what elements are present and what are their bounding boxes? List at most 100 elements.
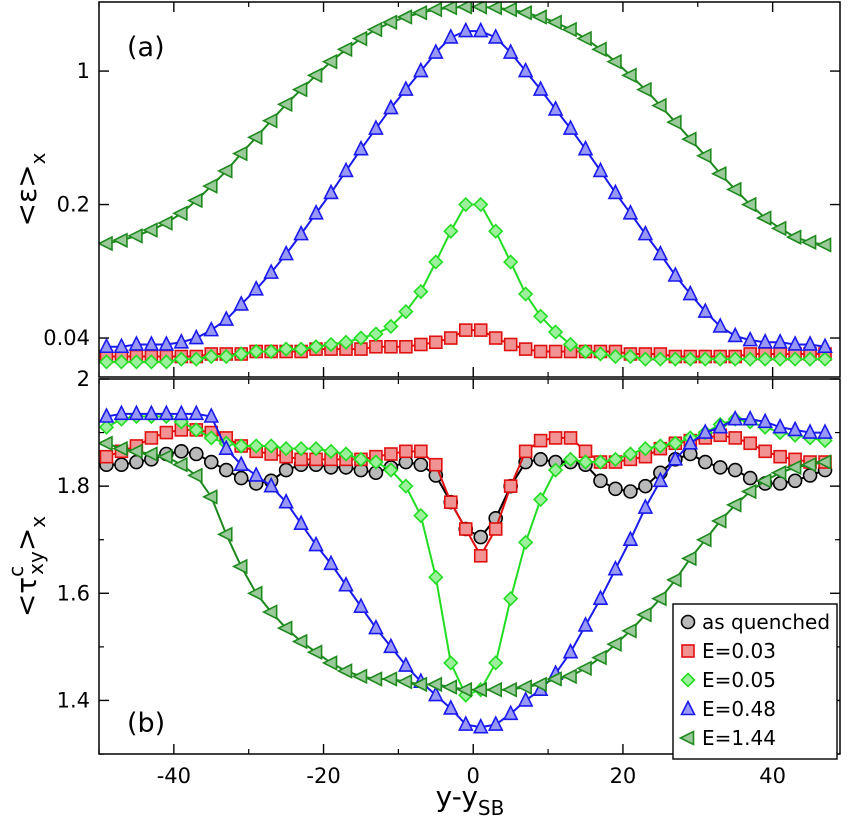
data-point [338, 334, 354, 350]
data-point [772, 417, 788, 434]
data-point [606, 53, 622, 70]
data-point [203, 320, 220, 337]
data-point [308, 535, 324, 552]
data-point [712, 460, 728, 475]
data-point [487, 715, 504, 731]
data-point [577, 139, 594, 156]
data-point [591, 649, 607, 666]
data-point [443, 495, 458, 510]
data-point [473, 323, 488, 337]
panel-a-series-group [99, 2, 833, 370]
data-point [561, 21, 577, 38]
data-point [383, 462, 399, 478]
data-point [637, 498, 654, 514]
data-point [531, 676, 547, 693]
y-tick-label: 1 [77, 59, 90, 83]
data-point [158, 335, 175, 351]
data-point [755, 210, 772, 226]
data-point [697, 454, 713, 470]
legend-marker [680, 614, 696, 630]
data-point [411, 676, 428, 693]
x-axis-label-sub: SB [478, 796, 504, 820]
data-point [383, 98, 399, 115]
legend-box [672, 603, 838, 760]
data-point [441, 679, 458, 695]
panel-b-series-group [99, 404, 833, 734]
data-point [248, 279, 264, 296]
data-point [607, 348, 624, 365]
data-point [666, 114, 682, 130]
y-tick-label: 1.6 [57, 581, 90, 605]
data-point [143, 354, 160, 370]
data-point [667, 450, 684, 466]
data-point [396, 9, 413, 25]
data-point [398, 303, 414, 320]
data-point [127, 228, 143, 244]
data-point [246, 129, 263, 146]
data-point [516, 679, 532, 695]
data-point [368, 454, 384, 470]
data-point [369, 339, 383, 354]
data-point [787, 420, 803, 437]
data-point [233, 438, 249, 454]
data-point [593, 473, 608, 489]
data-point [710, 165, 727, 182]
data-point [636, 81, 652, 98]
data-point [503, 591, 519, 607]
data-point [621, 67, 637, 84]
data-point [532, 308, 549, 324]
data-point [428, 43, 444, 59]
data-point [218, 462, 234, 478]
data-point [308, 339, 324, 355]
data-point [112, 440, 128, 457]
data-point [291, 81, 308, 98]
data-point [518, 534, 534, 551]
data-point [712, 417, 729, 434]
data-point [293, 341, 309, 357]
data-point [293, 514, 309, 530]
data-point [216, 526, 233, 543]
data-point [516, 4, 532, 21]
data-point [561, 668, 577, 685]
data-point [802, 423, 818, 439]
panel-a-label: (a) [127, 32, 165, 63]
data-point [547, 324, 564, 340]
data-point [218, 439, 235, 455]
data-point [697, 351, 713, 367]
data-point [246, 585, 263, 602]
data-point [351, 30, 368, 47]
data-point [114, 457, 129, 473]
legend-label: E=0.05 [702, 668, 776, 692]
data-point [323, 443, 339, 459]
legend-marker [680, 672, 696, 688]
data-point [697, 423, 714, 439]
data-point [562, 642, 579, 659]
data-point [233, 470, 249, 486]
data-point [396, 673, 413, 690]
series-e-0-48 [99, 404, 833, 734]
data-point [518, 286, 534, 302]
data-point [172, 205, 188, 222]
data-point [263, 476, 279, 493]
data-point [218, 348, 234, 365]
data-point [636, 606, 652, 623]
panel-a-y-axis-label-main: <ε> [10, 164, 43, 226]
data-point [113, 404, 130, 421]
data-point [99, 235, 113, 252]
data-point [503, 479, 518, 493]
data-point [413, 283, 429, 300]
x-tick-label: -40 [157, 764, 191, 788]
data-point [725, 181, 742, 198]
data-point [758, 444, 772, 459]
legend-marker [681, 644, 695, 658]
data-point [652, 471, 669, 488]
data-point [667, 266, 684, 282]
data-point [742, 470, 758, 486]
data-point [323, 554, 339, 571]
legend-marker [680, 699, 696, 716]
data-point [817, 423, 833, 439]
data-point [443, 223, 459, 239]
data-point [263, 343, 279, 360]
data-point [413, 61, 429, 78]
